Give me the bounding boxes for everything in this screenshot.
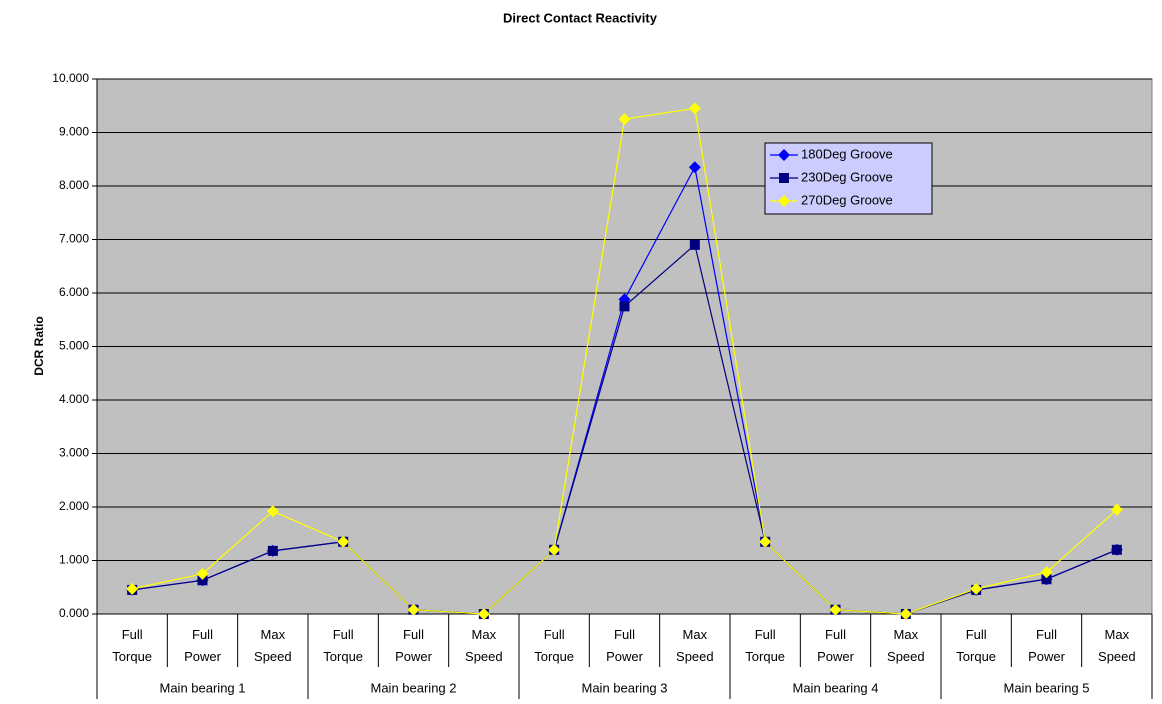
group-label: Main bearing 3 — [582, 680, 668, 695]
chart-title: Direct Contact Reactivity — [503, 10, 658, 25]
legend: 180Deg Groove 230Deg Groove 270Deg Groove — [764, 142, 933, 215]
x-tick-label: Full Power — [1028, 627, 1066, 664]
x-tick-label: Full Torque — [745, 627, 785, 664]
x-tick-label: Max Speed — [887, 627, 925, 664]
x-tick-label: Max Speed — [465, 627, 503, 664]
group-label: Main bearing 2 — [371, 680, 457, 695]
marker — [689, 239, 700, 250]
marker — [970, 582, 983, 595]
y-tick-label: 8.000 — [59, 178, 89, 192]
marker — [548, 543, 561, 556]
x-tick-label: Max Speed — [1098, 627, 1136, 664]
marker — [829, 603, 842, 616]
legend-label: 230Deg Groove — [801, 169, 893, 184]
marker — [779, 173, 789, 183]
y-tick-label: 3.000 — [59, 446, 89, 460]
x-tick-label: Full Torque — [112, 627, 152, 664]
marker — [899, 608, 912, 620]
marker — [688, 161, 701, 174]
y-tick-label: 2.000 — [59, 499, 89, 513]
y-tick-label: 5.000 — [59, 339, 89, 353]
x-tick-label: Full Power — [184, 627, 222, 664]
y-tick-label: 1.000 — [59, 553, 89, 567]
marker — [267, 545, 278, 556]
marker — [688, 102, 701, 115]
group-label: Main bearing 5 — [1004, 680, 1090, 695]
marker — [337, 535, 350, 548]
marker — [407, 603, 420, 616]
x-tick-label: Full Torque — [534, 627, 574, 664]
x-tick-label: Full Power — [606, 627, 644, 664]
marker — [266, 505, 279, 518]
group-label: Main bearing 1 — [160, 680, 246, 695]
marker — [778, 195, 790, 207]
marker — [1110, 503, 1123, 516]
y-tick-label: 7.000 — [59, 232, 89, 246]
y-tick-label: 4.000 — [59, 392, 89, 406]
marker — [126, 582, 139, 595]
y-tick-label: 10.000 — [52, 71, 89, 85]
marker — [619, 301, 630, 312]
x-tick-label: Full Power — [817, 627, 855, 664]
x-tick-label: Full Torque — [323, 627, 363, 664]
y-tick-label: 6.000 — [59, 285, 89, 299]
legend-label: 270Deg Groove — [801, 192, 893, 207]
x-tick-label: Max Speed — [254, 627, 292, 664]
marker — [759, 535, 772, 548]
marker — [618, 113, 631, 126]
marker — [196, 567, 209, 580]
marker — [477, 608, 490, 620]
y-tick-label: 9.000 — [59, 125, 89, 139]
x-tick-label: Full Torque — [956, 627, 996, 664]
marker — [197, 575, 208, 586]
marker — [778, 149, 790, 161]
marker — [1041, 574, 1052, 585]
group-label: Main bearing 4 — [793, 680, 879, 695]
y-axis-label: DCR Ratio — [32, 316, 46, 375]
marker — [1111, 544, 1122, 555]
legend-label: 180Deg Groove — [801, 146, 893, 161]
x-tick-label: Full Power — [395, 627, 433, 664]
y-tick-label: 0.000 — [59, 606, 89, 620]
marker — [1040, 566, 1053, 579]
x-tick-label: Max Speed — [676, 627, 714, 664]
